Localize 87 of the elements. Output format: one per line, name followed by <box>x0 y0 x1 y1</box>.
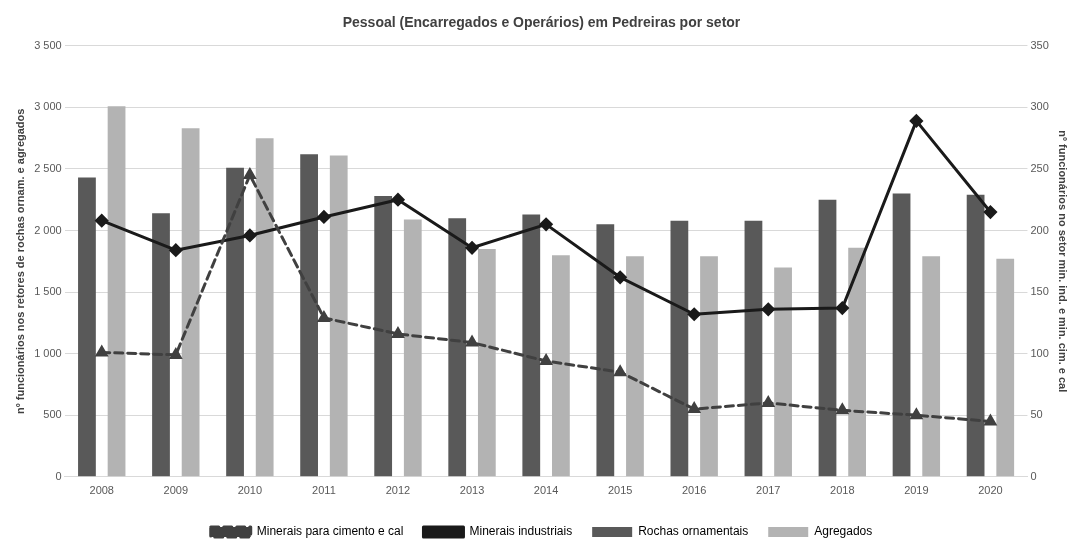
y-tick-label: 3 500 <box>34 38 62 51</box>
point <box>392 327 404 338</box>
x-tick-label: 2020 <box>978 484 1003 497</box>
point <box>984 414 997 426</box>
bar <box>107 106 126 477</box>
bar <box>670 220 689 477</box>
x-tick-label: 2015 <box>607 484 633 497</box>
bar <box>892 193 911 477</box>
x-tick-label: 2010 <box>237 484 263 497</box>
point <box>614 365 626 377</box>
x-tick-label: 2016 <box>681 484 707 497</box>
x-tick-label: 2019 <box>904 484 929 497</box>
point <box>244 168 256 180</box>
bar <box>996 258 1015 477</box>
bar <box>181 128 200 477</box>
y2-tick-label: 150 <box>1030 285 1049 298</box>
point <box>835 301 849 315</box>
y2-tick-label: 200 <box>1030 223 1049 236</box>
bar <box>300 154 318 477</box>
bar <box>329 155 348 477</box>
point <box>95 214 109 228</box>
y2-tick-label: 300 <box>1030 100 1049 113</box>
y-axis-title: nº funcionários nos retores de rochas ornam. e agregados <box>13 108 26 414</box>
point <box>613 270 627 284</box>
x-tick-label: 2017 <box>756 484 781 497</box>
bar <box>226 167 244 477</box>
point <box>836 403 849 415</box>
x-tick-label: 2008 <box>89 484 114 497</box>
y2-tick-label: 0 <box>1030 469 1037 482</box>
point <box>909 114 923 128</box>
y-tick-label: 0 <box>55 469 62 482</box>
point <box>761 302 775 316</box>
point <box>317 210 331 224</box>
bar <box>374 196 393 477</box>
y-tick-label: 2 000 <box>34 223 62 236</box>
bar <box>448 218 467 477</box>
y2-tick-label: 50 <box>1030 408 1043 421</box>
chart-title: Pessoal (Encarregados e Operários) em Pedreiras por setor <box>342 14 741 31</box>
bar <box>922 256 941 477</box>
x-tick-label: 2009 <box>163 484 189 497</box>
y2-tick-label: 250 <box>1030 161 1049 174</box>
bar <box>744 220 763 477</box>
y-tick-label: 1 000 <box>34 346 62 359</box>
point <box>983 205 997 219</box>
y2-tick-label: 350 <box>1030 38 1049 51</box>
point <box>687 307 701 321</box>
bar <box>774 267 792 477</box>
bar <box>596 224 615 477</box>
point <box>169 348 182 359</box>
x-tick-label: 2012 <box>385 484 411 497</box>
point <box>318 311 330 322</box>
legend-label: Rochas ornamentais <box>638 524 749 539</box>
x-tick-label: 2013 <box>459 484 485 497</box>
point <box>169 243 183 257</box>
bar <box>403 219 422 477</box>
point <box>465 241 479 255</box>
bar <box>522 214 541 477</box>
point <box>95 345 108 357</box>
y-tick-label: 2 500 <box>34 161 62 174</box>
y-tick-label: 3 000 <box>34 100 62 113</box>
bar <box>78 177 96 477</box>
bar <box>966 194 985 477</box>
point <box>539 217 553 231</box>
bar <box>626 256 644 477</box>
y-tick-label: 500 <box>43 408 62 421</box>
bar <box>700 256 718 477</box>
point <box>540 354 552 366</box>
x-tick-label: 2018 <box>830 484 855 497</box>
bar <box>818 199 837 477</box>
bar <box>848 247 867 477</box>
legend-label: Minerais industriais <box>469 524 573 539</box>
point <box>243 228 257 242</box>
x-tick-label: 2011 <box>312 484 336 497</box>
bar <box>255 138 274 477</box>
bar <box>552 255 570 477</box>
point <box>391 193 405 207</box>
point <box>688 402 701 414</box>
y-tick-label: 1 500 <box>34 285 62 298</box>
legend-label: Agregados <box>814 524 873 539</box>
point <box>762 396 775 407</box>
point <box>910 408 923 420</box>
x-tick-label: 2014 <box>533 484 559 497</box>
legend-label: Minerais para cimento e cal <box>256 524 404 539</box>
y2-axis-title: nº funcionários no setor min. ind. e min. cim. e cal <box>1057 130 1070 393</box>
bar <box>152 213 170 477</box>
bar <box>477 248 496 477</box>
y2-tick-label: 100 <box>1030 346 1049 359</box>
